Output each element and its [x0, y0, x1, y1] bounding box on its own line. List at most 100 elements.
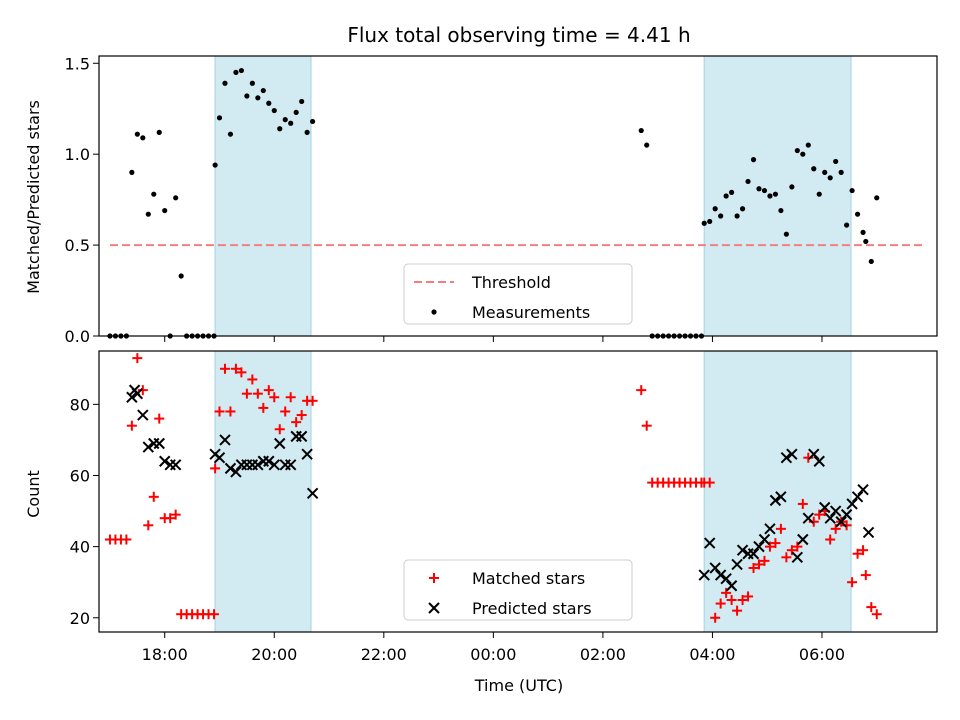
predicted-star-point — [736, 544, 749, 556]
matched-star-point — [209, 609, 220, 620]
predicted-star-point — [263, 455, 275, 467]
y-tick-label: 0.5 — [65, 236, 90, 255]
predicted-star-point — [301, 448, 313, 460]
measurement-point — [178, 273, 184, 279]
matched-star-point — [296, 410, 307, 421]
predicted-star-point — [698, 569, 710, 581]
predicted-star-point — [797, 533, 809, 546]
predicted-star-point — [126, 391, 138, 403]
x-b — [268, 459, 280, 471]
x-b — [786, 448, 798, 460]
measurement-point — [761, 187, 768, 194]
legend-box — [403, 263, 633, 325]
x-tick-label: 04:00 — [689, 645, 735, 664]
measurement-point — [718, 213, 724, 219]
matched-star-point — [759, 555, 770, 566]
predicted-star-point — [862, 526, 875, 539]
x-b — [769, 494, 782, 507]
x-tick-label: 00:00 — [470, 645, 516, 664]
predicted-star-point — [786, 448, 798, 460]
ratio-panel: 0.0 0.5 1.0 1.5 Threshold Measurements — [65, 54, 938, 346]
measurement-point — [827, 175, 833, 181]
predicted-star-point — [159, 455, 171, 467]
x-b — [780, 452, 793, 464]
predicted-star-point — [758, 533, 771, 546]
measurement-point — [816, 191, 822, 197]
matched-star-point — [291, 417, 302, 428]
predicted-star-point — [835, 516, 847, 528]
matched-star-point — [154, 413, 165, 424]
x-b — [846, 498, 858, 510]
measurement-point — [811, 166, 817, 172]
measurement-point — [216, 115, 223, 121]
matched-star-point — [258, 402, 269, 413]
measurement-point — [838, 169, 844, 175]
matched-star-point — [165, 513, 176, 524]
matched-star-point — [770, 538, 781, 549]
x-b — [840, 508, 853, 521]
x-b — [213, 452, 226, 464]
x-b — [775, 491, 787, 503]
x-axis-label: Time (UTC) — [474, 676, 563, 695]
x-tick-label: 18:00 — [142, 645, 188, 664]
x-b — [252, 459, 264, 471]
y-tick-label: 1.5 — [65, 54, 90, 73]
x-b — [819, 501, 831, 514]
measurement-point — [701, 220, 707, 226]
measurement-point — [238, 67, 245, 74]
x-b — [797, 533, 809, 546]
x-b — [851, 491, 864, 503]
measurement-point — [129, 169, 135, 175]
measurement-point — [233, 69, 239, 75]
matched-star-point — [704, 477, 715, 488]
measurement-point — [844, 222, 850, 228]
measurement-point — [750, 157, 757, 163]
measurement-point — [800, 151, 806, 157]
matched-star-point — [285, 392, 296, 403]
measurement-point — [227, 131, 234, 137]
measurement-point — [644, 142, 650, 148]
x-b — [824, 512, 836, 524]
predicted-star-point — [213, 452, 226, 464]
matched-star-point — [269, 392, 280, 403]
predicted-star-point — [829, 505, 842, 517]
matched-star-point — [775, 523, 786, 534]
x-b — [169, 459, 182, 471]
measurement-point — [156, 129, 162, 135]
legend-ratio: Threshold Measurements — [403, 263, 633, 325]
predicted-star-point — [219, 434, 231, 446]
legend-label: Threshold — [471, 273, 551, 292]
predicted-star-point — [769, 494, 782, 507]
predicted-star-point — [295, 430, 308, 443]
measurement-point — [734, 213, 740, 219]
x-b — [295, 430, 308, 443]
measurement-point — [293, 109, 299, 115]
measurement-point — [244, 93, 250, 99]
predicted-star-point — [142, 441, 155, 453]
x-b — [153, 437, 165, 450]
matched-star-point — [753, 559, 764, 570]
y-tick-label: 1.0 — [65, 145, 90, 164]
predicted-star-point — [137, 409, 149, 421]
x-b — [301, 448, 313, 460]
matched-star-point — [225, 406, 236, 417]
measurement-point — [310, 118, 316, 125]
matched-star-point — [126, 420, 137, 431]
predicted-star-point — [857, 484, 869, 496]
x-b — [306, 487, 319, 499]
x-b — [736, 544, 749, 556]
x-b — [224, 462, 237, 475]
measurement-point — [739, 206, 746, 212]
predicted-star-point — [224, 462, 237, 475]
matched-star-point — [143, 520, 154, 531]
predicted-star-point — [808, 448, 820, 460]
x-b — [747, 548, 760, 560]
predicted-star-point — [169, 459, 182, 471]
predicted-star-point — [819, 501, 831, 514]
measurement-point — [277, 126, 283, 132]
matched-star-point — [860, 570, 871, 581]
matched-star-point — [241, 388, 252, 399]
x-b — [725, 580, 738, 592]
x-b — [731, 558, 743, 571]
matched-star-point — [830, 523, 841, 534]
